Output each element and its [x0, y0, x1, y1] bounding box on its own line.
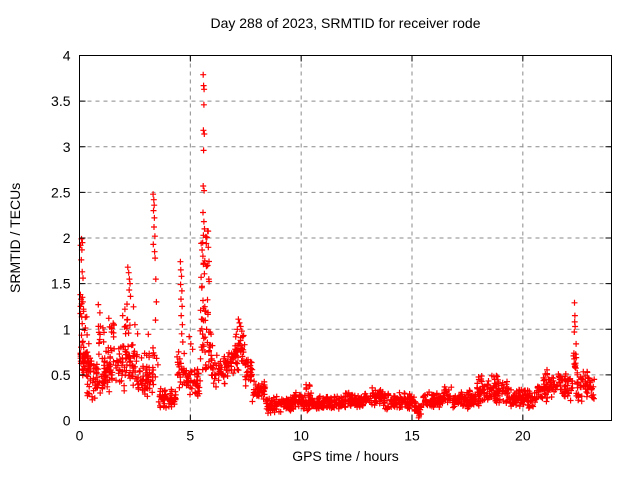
axis-ticks [79, 55, 612, 421]
y-tick-label: 1 [63, 321, 71, 337]
y-tick-label: 2 [63, 230, 71, 246]
x-tick-label: 5 [186, 428, 194, 444]
x-tick-label: 20 [515, 428, 531, 444]
y-tick-label: 3.5 [51, 93, 71, 109]
x-tick-label: 0 [76, 428, 84, 444]
y-tick-label: 4 [63, 48, 71, 64]
grid-lines [79, 55, 612, 421]
y-tick-label: 2.5 [51, 184, 71, 200]
x-tick-label: 15 [404, 428, 420, 444]
chart-title: Day 288 of 2023, SRMTID for receiver rod… [210, 15, 481, 31]
x-tick-label: 10 [293, 428, 309, 444]
y-tick-label: 1.5 [51, 276, 71, 292]
x-axis-label: GPS time / hours [292, 448, 399, 464]
y-tick-label: 3 [63, 139, 71, 155]
y-tick-label: 0.5 [51, 367, 71, 383]
data-points [77, 71, 598, 421]
y-tick-label: 0 [63, 413, 71, 429]
